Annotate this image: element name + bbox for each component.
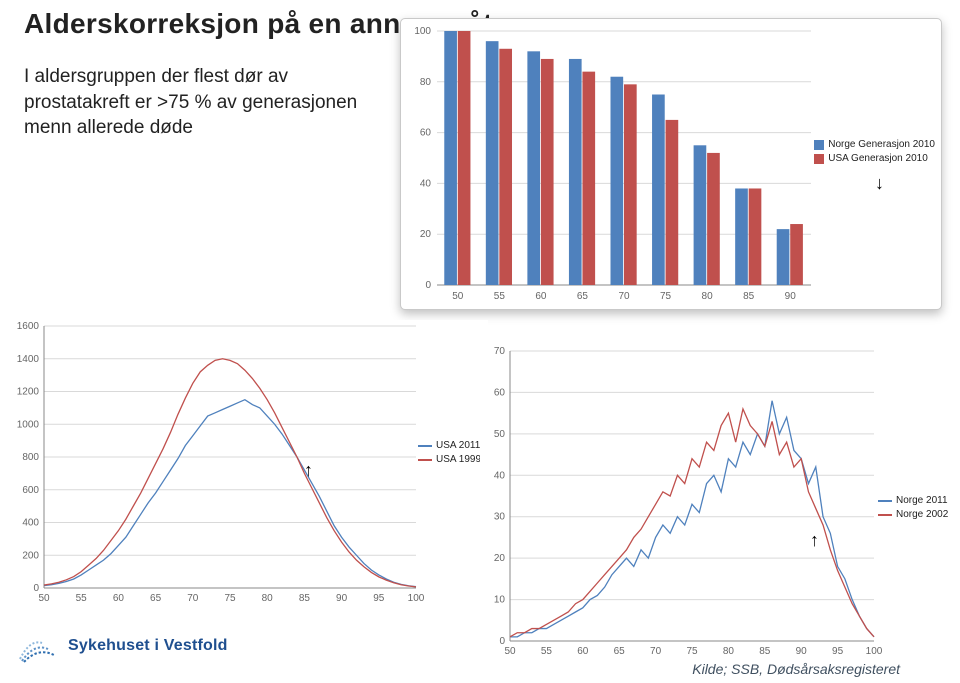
svg-text:90: 90 bbox=[336, 593, 348, 604]
norge-line-panel: 01020304050607050556065707580859095100 N… bbox=[480, 345, 940, 663]
svg-text:100: 100 bbox=[414, 26, 431, 37]
svg-text:1000: 1000 bbox=[17, 419, 40, 430]
svg-text:80: 80 bbox=[702, 291, 714, 302]
svg-text:60: 60 bbox=[535, 291, 547, 302]
legend-swatch bbox=[814, 154, 824, 164]
legend-item: Norge Generasjon 2010 bbox=[814, 139, 935, 150]
svg-text:100: 100 bbox=[866, 646, 883, 657]
svg-text:80: 80 bbox=[420, 77, 432, 88]
svg-text:60: 60 bbox=[113, 593, 125, 604]
norge-arrow: ↑ bbox=[810, 530, 819, 551]
svg-text:90: 90 bbox=[796, 646, 808, 657]
svg-text:80: 80 bbox=[262, 593, 274, 604]
svg-text:40: 40 bbox=[494, 470, 506, 481]
svg-text:50: 50 bbox=[38, 593, 50, 604]
svg-text:90: 90 bbox=[785, 291, 797, 302]
svg-text:800: 800 bbox=[22, 452, 39, 463]
svg-text:65: 65 bbox=[150, 593, 162, 604]
bar-chart-panel: 0 20 40 60 80 100 50 55 60 65 70 75 80 85 90 Norge Gen… bbox=[400, 18, 942, 310]
svg-text:0: 0 bbox=[425, 280, 431, 291]
svg-text:55: 55 bbox=[76, 593, 88, 604]
usa-legend: USA 2011 USA 1999 bbox=[418, 440, 481, 468]
svg-text:80: 80 bbox=[723, 646, 735, 657]
svg-text:60: 60 bbox=[494, 387, 506, 398]
svg-text:75: 75 bbox=[660, 291, 672, 302]
svg-text:55: 55 bbox=[541, 646, 553, 657]
svg-text:65: 65 bbox=[614, 646, 626, 657]
svg-text:10: 10 bbox=[494, 595, 506, 606]
svg-text:50: 50 bbox=[494, 429, 506, 440]
svg-text:20: 20 bbox=[420, 229, 432, 240]
svg-text:65: 65 bbox=[577, 291, 589, 302]
legend-swatch bbox=[878, 500, 892, 502]
legend-label: Norge 2011 bbox=[896, 495, 948, 506]
legend-item: USA 2011 bbox=[418, 440, 481, 451]
legend-swatch bbox=[418, 459, 432, 461]
legend-item: USA 1999 bbox=[418, 454, 481, 465]
svg-text:600: 600 bbox=[22, 485, 39, 496]
norge-legend: Norge 2011 Norge 2002 bbox=[878, 495, 948, 523]
svg-text:70: 70 bbox=[618, 291, 630, 302]
usa-line-chart: 0200400600800100012001400160050556065707… bbox=[8, 320, 488, 610]
svg-text:100: 100 bbox=[408, 593, 425, 604]
svg-text:30: 30 bbox=[494, 512, 506, 523]
svg-text:200: 200 bbox=[22, 550, 39, 561]
legend-item: Norge 2002 bbox=[878, 509, 948, 520]
svg-text:60: 60 bbox=[577, 646, 589, 657]
logo-mark bbox=[18, 629, 60, 663]
svg-text:50: 50 bbox=[452, 291, 464, 302]
logo-text: Sykehuset i Vestfold bbox=[68, 637, 228, 655]
legend-item: USA Generasjon 2010 bbox=[814, 153, 935, 164]
svg-text:75: 75 bbox=[224, 593, 236, 604]
svg-text:75: 75 bbox=[686, 646, 698, 657]
legend-swatch bbox=[878, 514, 892, 516]
svg-text:50: 50 bbox=[504, 646, 516, 657]
svg-text:95: 95 bbox=[832, 646, 844, 657]
legend-item: Norge 2011 bbox=[878, 495, 948, 506]
svg-text:85: 85 bbox=[759, 646, 771, 657]
norge-line-chart: 01020304050607050556065707580859095100 bbox=[480, 345, 940, 663]
svg-text:85: 85 bbox=[743, 291, 755, 302]
svg-text:1400: 1400 bbox=[17, 354, 40, 365]
svg-text:20: 20 bbox=[494, 553, 506, 564]
bar-chart-legend: Norge Generasjon 2010 USA Generasjon 2010 bbox=[814, 139, 935, 167]
legend-label: Norge Generasjon 2010 bbox=[828, 139, 935, 150]
usa-line-panel: 0200400600800100012001400160050556065707… bbox=[8, 320, 488, 610]
hospital-logo: Sykehuset i Vestfold bbox=[18, 629, 228, 663]
svg-text:400: 400 bbox=[22, 518, 39, 529]
source-citation: Kilde; SSB, Dødsårsaksregisteret bbox=[692, 661, 900, 677]
svg-text:85: 85 bbox=[299, 593, 311, 604]
legend-swatch bbox=[814, 140, 824, 150]
svg-text:40: 40 bbox=[420, 178, 432, 189]
svg-text:70: 70 bbox=[494, 346, 506, 357]
body-text: I aldersgruppen der flest dør av prostat… bbox=[24, 64, 384, 141]
svg-text:60: 60 bbox=[420, 128, 432, 139]
legend-label: USA 2011 bbox=[436, 440, 480, 451]
legend-label: USA Generasjon 2010 bbox=[828, 153, 928, 164]
svg-text:1600: 1600 bbox=[17, 321, 40, 332]
legend-label: Norge 2002 bbox=[896, 509, 948, 520]
svg-text:95: 95 bbox=[373, 593, 385, 604]
usa-arrow: ↑ bbox=[304, 460, 313, 481]
svg-text:70: 70 bbox=[187, 593, 199, 604]
legend-swatch bbox=[418, 445, 432, 447]
svg-text:1200: 1200 bbox=[17, 387, 40, 398]
svg-text:70: 70 bbox=[650, 646, 662, 657]
bar-chart-arrow: ↓ bbox=[875, 173, 884, 194]
svg-text:55: 55 bbox=[494, 291, 506, 302]
legend-label: USA 1999 bbox=[436, 454, 481, 465]
